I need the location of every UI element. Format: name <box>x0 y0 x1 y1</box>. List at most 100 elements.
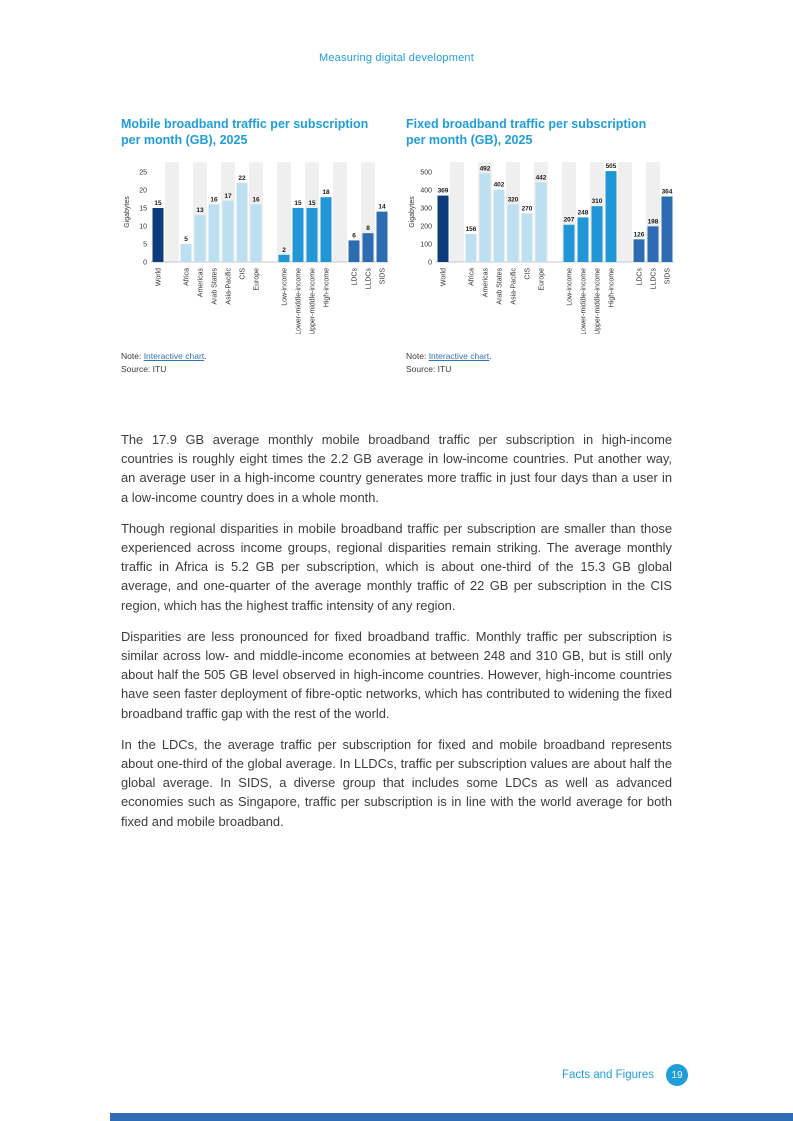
svg-text:198: 198 <box>648 218 659 225</box>
svg-text:Americas: Americas <box>198 268 205 298</box>
svg-text:442: 442 <box>536 174 547 181</box>
chart-title-line1: Fixed broadband traffic per subscription <box>406 117 647 131</box>
svg-text:Gigabytes: Gigabytes <box>124 196 131 228</box>
svg-text:Upper-middle-income: Upper-middle-income <box>595 268 602 334</box>
note-line: Note: Interactive chart. <box>406 350 681 363</box>
chart-title-line2: per month (GB), 2025 <box>406 133 533 147</box>
charts-row: Mobile broadband traffic per subscriptio… <box>121 116 681 376</box>
svg-text:248: 248 <box>578 209 589 216</box>
svg-text:Lower-middle-income: Lower-middle-income <box>581 268 588 334</box>
svg-text:364: 364 <box>662 188 673 195</box>
svg-text:369: 369 <box>438 188 449 195</box>
svg-text:207: 207 <box>564 217 575 224</box>
svg-text:492: 492 <box>480 165 491 172</box>
bottom-accent-bar <box>110 1113 793 1121</box>
svg-text:Lower-middle-income: Lower-middle-income <box>296 268 303 334</box>
svg-text:Gigabytes: Gigabytes <box>409 196 416 228</box>
svg-text:200: 200 <box>420 224 432 231</box>
svg-text:25: 25 <box>139 170 147 177</box>
paragraph-4: In the LDCs, the average traffic per sub… <box>121 736 672 829</box>
svg-text:15: 15 <box>139 206 147 213</box>
svg-text:300: 300 <box>420 206 432 213</box>
svg-text:15: 15 <box>308 200 316 207</box>
body-text: The 17.9 GB average monthly mobile broad… <box>121 430 672 843</box>
paragraph-2: Though regional disparities in mobile br… <box>121 520 672 613</box>
svg-text:LDCs: LDCs <box>637 268 644 286</box>
svg-text:500: 500 <box>420 170 432 177</box>
svg-text:14: 14 <box>378 204 386 211</box>
paragraph-1: The 17.9 GB average monthly mobile broad… <box>121 432 672 505</box>
svg-text:Low-income: Low-income <box>282 268 289 306</box>
svg-text:LLDCs: LLDCs <box>651 268 658 290</box>
svg-text:126: 126 <box>634 231 645 238</box>
svg-text:5: 5 <box>184 236 188 243</box>
svg-text:Low-income: Low-income <box>567 268 574 306</box>
note-prefix: Note: <box>121 351 144 361</box>
chart-title-line1: Mobile broadband traffic per subscriptio… <box>121 117 369 131</box>
svg-text:18: 18 <box>322 189 330 196</box>
svg-text:13: 13 <box>196 207 204 214</box>
svg-text:Americas: Americas <box>483 268 490 298</box>
svg-text:400: 400 <box>420 188 432 195</box>
footer-title: Facts and Figures <box>561 1069 654 1081</box>
note-line: Note: Interactive chart. <box>121 350 396 363</box>
svg-text:5: 5 <box>143 242 147 249</box>
svg-text:17: 17 <box>224 193 232 200</box>
chart-note: Note: Interactive chart. Source: ITU <box>121 350 396 376</box>
svg-text:CIS: CIS <box>525 268 532 280</box>
svg-text:320: 320 <box>508 196 519 203</box>
svg-text:Upper-middle-income: Upper-middle-income <box>310 268 317 334</box>
fixed-chart-svg: 0 100 200 300 400 500 Gigabytes 369 World 156 Afri… <box>409 162 674 334</box>
svg-text:310: 310 <box>592 198 603 205</box>
svg-text:16: 16 <box>210 196 218 203</box>
svg-text:402: 402 <box>494 182 505 189</box>
fixed-broadband-chart: Fixed broadband traffic per subscription… <box>406 116 681 376</box>
svg-text:0: 0 <box>428 260 432 267</box>
svg-text:15: 15 <box>294 200 302 207</box>
svg-text:10: 10 <box>139 224 147 231</box>
mobile-chart-svg: 0 5 10 15 20 25 Gigabytes 15 World 5 Africa 13 Ameri… <box>124 162 389 334</box>
svg-text:156: 156 <box>466 226 477 233</box>
svg-text:Africa: Africa <box>184 268 191 286</box>
note-suffix: . <box>204 351 207 361</box>
svg-text:Asia-Pacific: Asia-Pacific <box>226 268 233 305</box>
svg-text:World: World <box>156 268 163 286</box>
svg-text:LDCs: LDCs <box>352 268 359 286</box>
running-header: Measuring digital development <box>319 52 474 64</box>
note-prefix: Note: <box>406 351 429 361</box>
svg-text:Arab States: Arab States <box>497 268 504 305</box>
svg-text:SIDS: SIDS <box>665 268 672 285</box>
svg-text:6: 6 <box>352 232 356 239</box>
svg-text:505: 505 <box>606 163 617 170</box>
mobile-broadband-chart: Mobile broadband traffic per subscriptio… <box>121 116 396 376</box>
interactive-chart-link[interactable]: Interactive chart <box>428 351 490 361</box>
svg-text:Europe: Europe <box>254 268 261 291</box>
svg-text:Africa: Africa <box>469 268 476 286</box>
svg-text:LLDCs: LLDCs <box>366 268 373 290</box>
svg-text:8: 8 <box>366 225 370 232</box>
svg-text:World: World <box>441 268 448 286</box>
page-number-badge: 19 <box>666 1064 688 1086</box>
svg-text:High-income: High-income <box>609 268 616 307</box>
svg-text:Asia-Pacific: Asia-Pacific <box>511 268 518 305</box>
note-suffix: . <box>489 351 492 361</box>
svg-text:16: 16 <box>252 196 260 203</box>
svg-text:22: 22 <box>238 175 246 182</box>
source-line: Source: ITU <box>406 364 452 374</box>
svg-text:20: 20 <box>139 188 147 195</box>
paragraph-3: Disparities are less pronounced for fixe… <box>121 628 672 721</box>
svg-text:Europe: Europe <box>539 268 546 291</box>
source-line: Source: ITU <box>121 364 167 374</box>
svg-text:SIDS: SIDS <box>380 268 387 285</box>
chart-note: Note: Interactive chart. Source: ITU <box>406 350 681 376</box>
svg-text:0: 0 <box>143 260 147 267</box>
chart-title: Fixed broadband traffic per subscription… <box>406 116 681 148</box>
chart-title-line2: per month (GB), 2025 <box>121 133 248 147</box>
svg-text:High-income: High-income <box>324 268 331 307</box>
svg-text:Arab States: Arab States <box>212 268 219 305</box>
svg-text:100: 100 <box>420 242 432 249</box>
chart-title: Mobile broadband traffic per subscriptio… <box>121 116 396 148</box>
interactive-chart-link[interactable]: Interactive chart <box>143 351 205 361</box>
svg-text:15: 15 <box>154 200 162 207</box>
